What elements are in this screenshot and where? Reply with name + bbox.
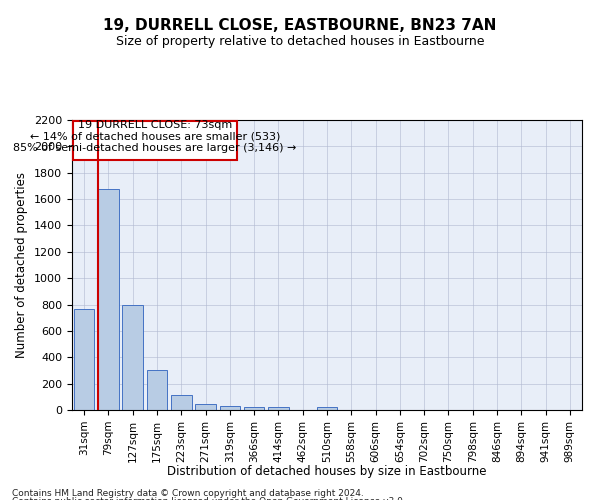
Bar	[244, 406, 265, 410]
Text: 85% of semi-detached houses are larger (3,146) →: 85% of semi-detached houses are larger (…	[13, 142, 297, 152]
Y-axis label: Number of detached properties: Number of detached properties	[16, 172, 28, 358]
Text: Contains HM Land Registry data © Crown copyright and database right 2024.: Contains HM Land Registry data © Crown c…	[12, 488, 364, 498]
Text: Size of property relative to detached houses in Eastbourne: Size of property relative to detached ho…	[116, 35, 484, 48]
Bar	[73, 120, 237, 160]
Bar	[195, 404, 216, 410]
Bar	[146, 370, 167, 410]
Text: 19, DURRELL CLOSE, EASTBOURNE, BN23 7AN: 19, DURRELL CLOSE, EASTBOURNE, BN23 7AN	[103, 18, 497, 32]
Bar	[98, 188, 119, 410]
Text: Contains public sector information licensed under the Open Government Licence v3: Contains public sector information licen…	[12, 498, 406, 500]
Bar	[317, 408, 337, 410]
Bar	[268, 406, 289, 410]
Bar	[122, 305, 143, 410]
Bar	[74, 308, 94, 410]
Text: ← 14% of detached houses are smaller (533): ← 14% of detached houses are smaller (53…	[30, 132, 280, 141]
Bar	[171, 395, 191, 410]
Text: Distribution of detached houses by size in Eastbourne: Distribution of detached houses by size …	[167, 464, 487, 477]
Bar	[220, 406, 240, 410]
Text: 19 DURRELL CLOSE: 73sqm: 19 DURRELL CLOSE: 73sqm	[78, 120, 232, 130]
